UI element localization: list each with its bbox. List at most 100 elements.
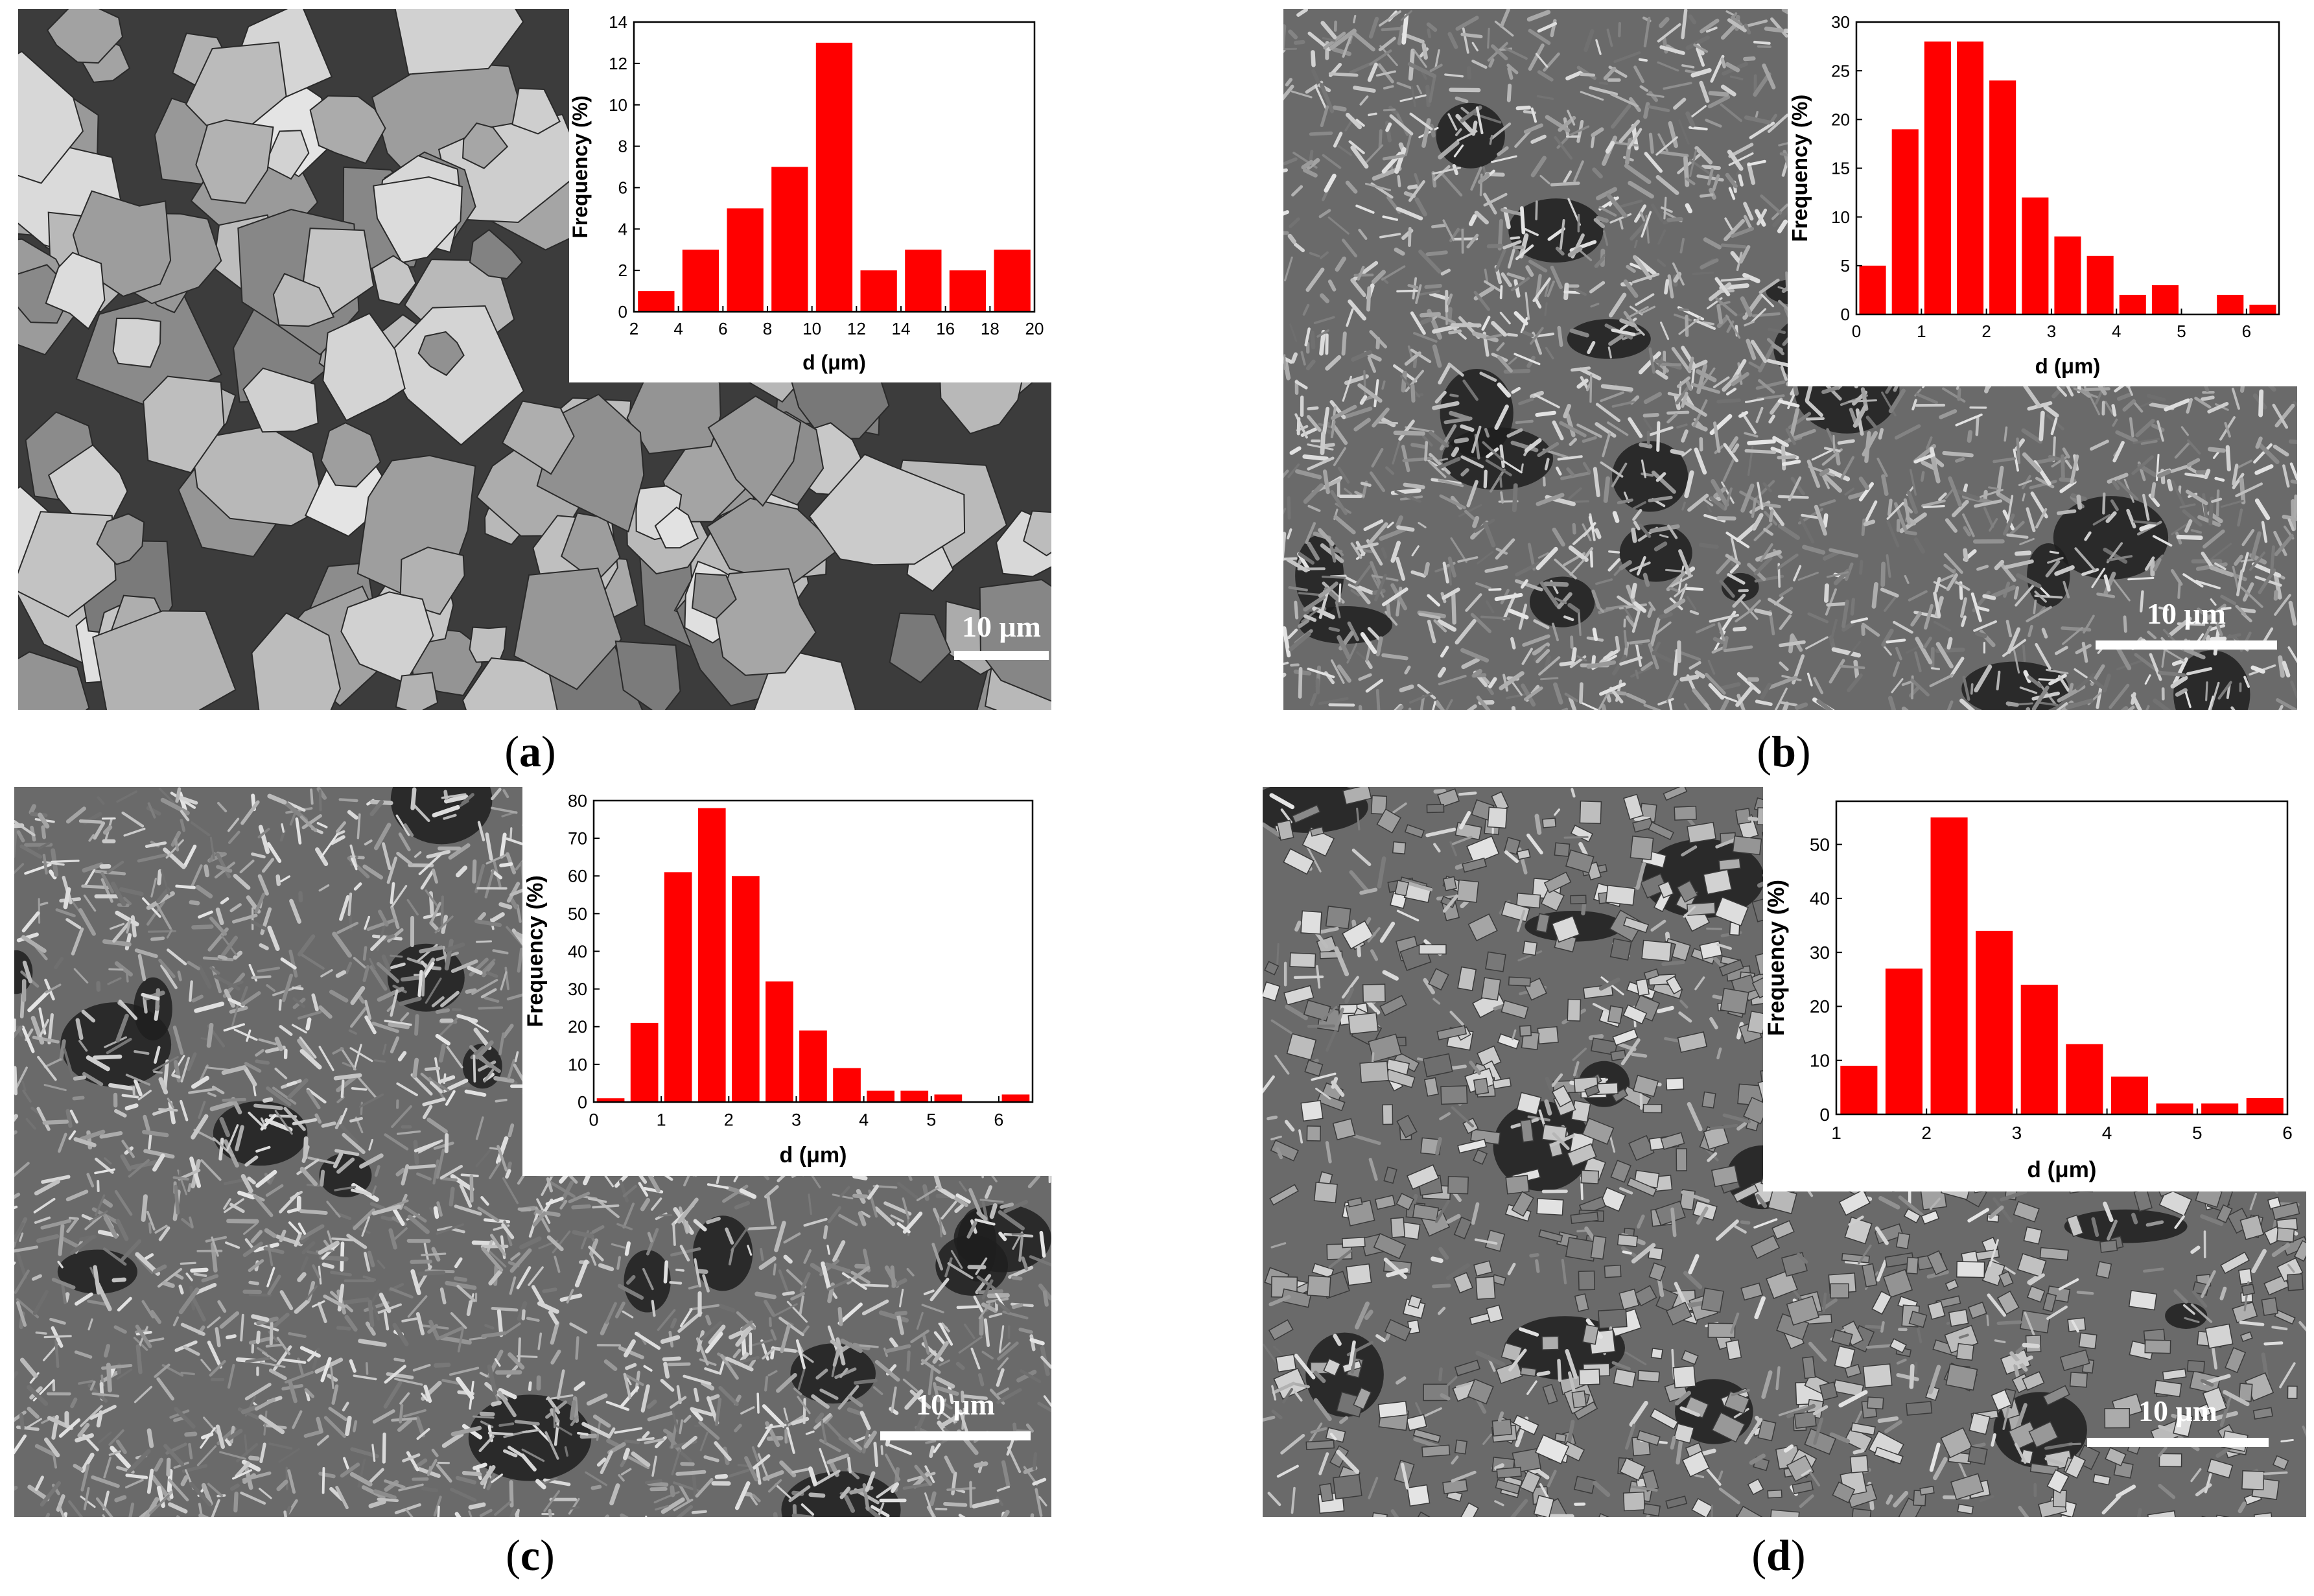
x-tick-label: 1 [657, 1110, 666, 1129]
y-tick-label: 0 [578, 1092, 587, 1112]
y-tick-label: 6 [618, 178, 627, 198]
panel-caption: (c) [506, 1531, 555, 1580]
scale-bar-line [880, 1431, 1031, 1440]
scale-bar-line [2096, 640, 2277, 650]
x-tick-label: 6 [994, 1110, 1003, 1129]
histogram-bar [765, 981, 793, 1102]
histogram-bar [682, 250, 719, 312]
histogram-bar [2201, 1103, 2239, 1114]
histogram-bar [1859, 265, 1886, 314]
y-tick-label: 0 [1841, 305, 1850, 324]
histogram-bar [2151, 285, 2179, 314]
y-axis-label: Frequency (%) [523, 875, 548, 1027]
y-tick-label: 30 [1810, 943, 1830, 963]
histogram-bar [1976, 930, 2013, 1114]
y-tick-label: 30 [1831, 12, 1850, 32]
histogram-bar [771, 167, 808, 312]
histogram-bar [2066, 1044, 2103, 1114]
x-tick-label: 2 [1981, 322, 1991, 341]
histogram-bar [2217, 294, 2244, 314]
x-tick-label: 5 [2177, 322, 2186, 341]
histogram: 0 1 2 3 4 5 6 0 5 10 15 20 25 30 d (μm) Frequency (%) [1788, 9, 2297, 386]
histogram-inset: 0 1 2 3 4 5 6 0 5 10 15 20 25 30 d (μm) Frequency (%) [1788, 9, 2297, 386]
x-axis-label: d (μm) [2035, 354, 2101, 378]
histogram-bar [799, 1030, 827, 1102]
y-tick-label: 0 [1819, 1105, 1830, 1125]
histogram-inset: 1 2 3 4 5 6 0 10 20 30 40 50 d (μm) Frequency (%) [1763, 787, 2306, 1191]
y-tick-label: 40 [568, 942, 587, 961]
histogram-bar [1924, 41, 1951, 314]
histogram: 1 2 3 4 5 6 0 10 20 30 40 50 d (μm) Frequency (%) [1763, 787, 2306, 1191]
histogram-bar [860, 270, 897, 312]
histogram-bar [1001, 1094, 1030, 1102]
histogram-bar [1891, 129, 1919, 314]
plot-frame [1835, 800, 2289, 1116]
x-axis-label: d (μm) [780, 1143, 847, 1168]
histogram-bar [2022, 197, 2049, 314]
histogram-bar [867, 1090, 894, 1102]
caption-letter: c [520, 1531, 541, 1580]
y-tick-label: 30 [568, 980, 587, 999]
y-tick-label: 0 [618, 302, 627, 322]
plot-frame [633, 21, 1036, 313]
caption-letter: b [1771, 727, 1796, 776]
panel-caption: (d) [1751, 1531, 1806, 1580]
histogram-bar [2246, 1098, 2284, 1114]
histogram-bar [2020, 985, 2058, 1114]
y-tick-label: 50 [568, 904, 587, 924]
x-tick-label: 3 [791, 1110, 801, 1129]
y-tick-label: 2 [618, 261, 627, 280]
histogram-inset: 2 4 6 8 10 12 14 16 18 20 0 2 4 6 8 10 12 14 d (μm) Frequen… [568, 9, 1051, 382]
panel-caption: (b) [1757, 727, 1811, 776]
x-tick-label: 1 [1917, 322, 1926, 341]
y-tick-label: 10 [609, 95, 627, 115]
scale-bar-line [2087, 1438, 2269, 1447]
histogram-bar [2119, 294, 2146, 314]
scale-bar-label: 10 μm [2138, 1394, 2217, 1427]
x-tick-label: 4 [673, 319, 683, 338]
histogram-bar [2249, 305, 2276, 314]
x-axis-label: d (μm) [2028, 1157, 2097, 1182]
x-tick-label: 2 [724, 1110, 734, 1129]
histogram-bar [815, 42, 853, 312]
x-tick-label: 6 [2282, 1123, 2293, 1143]
y-tick-label: 60 [568, 867, 587, 886]
histogram-bar [638, 291, 675, 312]
scale-bar-label: 10 μm [2147, 597, 2226, 630]
y-axis-label: Frequency (%) [1764, 880, 1789, 1036]
y-tick-label: 50 [1810, 834, 1830, 854]
histogram-bar [732, 876, 760, 1103]
caption-letter: a [519, 727, 541, 776]
y-tick-label: 14 [609, 12, 627, 32]
caption-letter: d [1766, 1531, 1791, 1580]
x-tick-label: 3 [2047, 322, 2056, 341]
x-tick-label: 6 [2242, 322, 2251, 341]
scale-bar: 10 μm [880, 1383, 1031, 1448]
y-tick-label: 10 [568, 1055, 587, 1074]
histogram-bar [2110, 1076, 2148, 1114]
x-tick-label: 2 [1921, 1123, 1932, 1143]
y-tick-label: 25 [1831, 61, 1850, 80]
histogram-bar [697, 808, 726, 1102]
x-tick-label: 16 [936, 319, 955, 338]
y-tick-label: 4 [618, 219, 627, 239]
y-tick-label: 80 [568, 791, 587, 810]
y-tick-label: 5 [1841, 256, 1850, 276]
histogram-bar [934, 1094, 963, 1102]
histogram-bar [905, 250, 942, 312]
x-tick-label: 10 [802, 319, 821, 338]
y-tick-label: 20 [568, 1017, 587, 1037]
scale-bar-label: 10 μm [916, 1388, 995, 1421]
histogram-bar [2054, 236, 2081, 314]
x-tick-label: 1 [1831, 1123, 1841, 1143]
x-tick-label: 5 [2192, 1123, 2203, 1143]
histogram-bar [727, 208, 764, 312]
y-tick-label: 8 [618, 137, 627, 156]
y-axis-label: Frequency (%) [568, 95, 592, 238]
histogram-bar [900, 1090, 929, 1102]
histogram-bar [664, 872, 692, 1102]
panel-caption: (a) [504, 727, 556, 776]
histogram-bar [994, 250, 1031, 312]
